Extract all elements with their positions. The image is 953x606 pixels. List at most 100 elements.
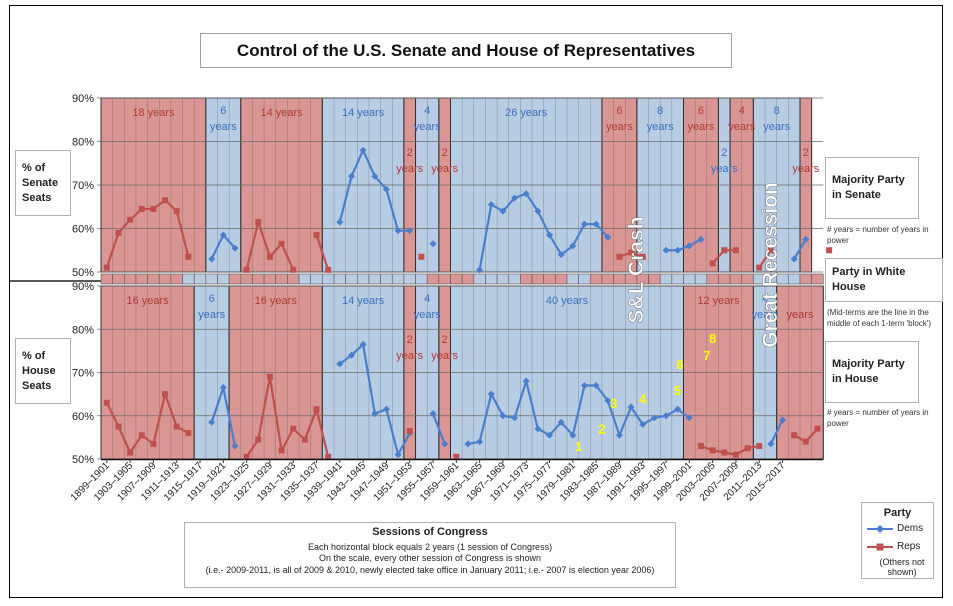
senate-reps-point bbox=[150, 205, 157, 212]
white-house-term bbox=[193, 273, 207, 285]
house-reps-point bbox=[173, 423, 180, 430]
house-dems-point bbox=[615, 431, 623, 439]
white-house-term bbox=[170, 273, 183, 285]
white-house-term bbox=[275, 273, 288, 285]
senate-dems-point bbox=[662, 246, 670, 254]
house-block-count: 4 bbox=[424, 293, 430, 305]
senate-block-label: 26 years bbox=[505, 107, 548, 119]
senate-reps-point bbox=[325, 266, 332, 273]
house-reps-point bbox=[406, 427, 413, 434]
senate-reps-point bbox=[721, 247, 728, 254]
senate-reps-point bbox=[185, 253, 192, 260]
senate-y-tick-label: 70% bbox=[72, 180, 94, 192]
house-dems-point bbox=[557, 418, 565, 426]
house-dems-point bbox=[767, 440, 775, 448]
senate-reps-point bbox=[826, 247, 833, 254]
house-dems-point bbox=[627, 403, 635, 411]
house-dems-point bbox=[569, 431, 577, 439]
house-seats-label: % of House Seats bbox=[15, 338, 71, 404]
senate-dems-point bbox=[697, 235, 705, 243]
white-house-term bbox=[566, 273, 579, 285]
annotation-number: 7 bbox=[703, 348, 710, 363]
senate-reps-line bbox=[315, 234, 330, 271]
senate-block-unit: years bbox=[414, 121, 441, 133]
white-house-term bbox=[555, 273, 568, 285]
white-house-term bbox=[135, 273, 148, 285]
house-reps-point bbox=[802, 438, 809, 445]
white-house-term bbox=[333, 273, 346, 285]
house-reps-point bbox=[243, 453, 250, 460]
white-house-term bbox=[694, 273, 708, 285]
senate-block-unit: years bbox=[688, 121, 715, 133]
house-reps-point bbox=[721, 449, 728, 456]
annotation-number: 3 bbox=[610, 396, 617, 411]
white-house-term bbox=[217, 273, 230, 285]
house-reps-line bbox=[245, 376, 330, 458]
house-block-label: 40 years bbox=[546, 295, 589, 307]
house-dems-point bbox=[441, 440, 449, 448]
house-reps-point bbox=[138, 432, 145, 439]
white-house-term bbox=[508, 273, 521, 285]
senate-dems-point bbox=[522, 190, 530, 198]
white-house-term bbox=[415, 273, 428, 285]
senate-dems-point bbox=[371, 172, 379, 180]
senate-y-tick-label: 50% bbox=[72, 267, 94, 279]
house-reps-line bbox=[105, 390, 189, 455]
white-house-term bbox=[228, 273, 242, 285]
chart-title: Control of the U.S. Senate and House of … bbox=[200, 33, 732, 68]
house-block-label: 16 years bbox=[126, 295, 169, 307]
white-house-term bbox=[520, 273, 533, 285]
senate-block-label: 14 years bbox=[260, 107, 303, 119]
house-block-unit: years bbox=[787, 309, 814, 321]
senate-dems-point bbox=[487, 201, 495, 209]
senate-dems-point bbox=[592, 220, 600, 228]
senate-dems-point bbox=[336, 218, 344, 226]
senate-reps-point bbox=[616, 253, 623, 260]
senate-dems-point bbox=[557, 251, 565, 259]
white-house-term bbox=[391, 273, 405, 285]
house-dems-point bbox=[382, 405, 390, 413]
white-house-term bbox=[147, 273, 160, 285]
white-house-term bbox=[287, 273, 300, 285]
senate-dems-point bbox=[674, 246, 682, 254]
annotation-number: 8 bbox=[709, 331, 716, 346]
senate-block-unit: years bbox=[763, 121, 790, 133]
great-recession-label: Great Recession bbox=[759, 182, 782, 348]
house-block-label: 14 years bbox=[342, 295, 385, 307]
house-reps-point bbox=[744, 445, 751, 452]
annotation-number: 2 bbox=[598, 422, 605, 437]
house-reps-point bbox=[150, 440, 157, 447]
house-dems-point bbox=[511, 414, 519, 422]
house-dems-point bbox=[592, 381, 600, 389]
senate-reps-point bbox=[709, 260, 716, 267]
house-dems-line bbox=[769, 419, 784, 445]
senate-dems-line bbox=[666, 238, 702, 252]
house-dems-point bbox=[662, 412, 670, 420]
senate-block-count: 8 bbox=[657, 105, 663, 117]
house-block-unit: years bbox=[198, 309, 225, 321]
house-dems-point bbox=[347, 351, 355, 359]
house-reps-point bbox=[115, 423, 122, 430]
senate-block-count: 2 bbox=[407, 147, 413, 159]
house-block-unit: years bbox=[396, 350, 423, 362]
house-dems-point bbox=[487, 390, 495, 398]
legend-dems: Dems bbox=[865, 523, 923, 534]
white-house-term bbox=[461, 273, 475, 285]
senate-reps-point bbox=[732, 247, 739, 254]
senate-y-tick-label: 90% bbox=[72, 93, 94, 105]
white-house-term bbox=[368, 273, 381, 285]
senate-reps-point bbox=[255, 218, 262, 225]
house-dems-point bbox=[429, 410, 437, 418]
senate-reps-point bbox=[639, 253, 646, 260]
white-house-term bbox=[811, 273, 824, 285]
house-reps-point bbox=[697, 443, 704, 450]
white-house-term bbox=[671, 273, 684, 285]
senate-block-count: 8 bbox=[774, 105, 780, 117]
crisis-labels: S&L Crash Great Recession bbox=[625, 182, 782, 348]
house-dems-point bbox=[394, 451, 402, 459]
house-dems-point bbox=[650, 414, 658, 422]
senate-reps-point bbox=[278, 240, 285, 247]
senate-reps-point bbox=[418, 253, 425, 260]
white-house-term bbox=[356, 273, 370, 285]
